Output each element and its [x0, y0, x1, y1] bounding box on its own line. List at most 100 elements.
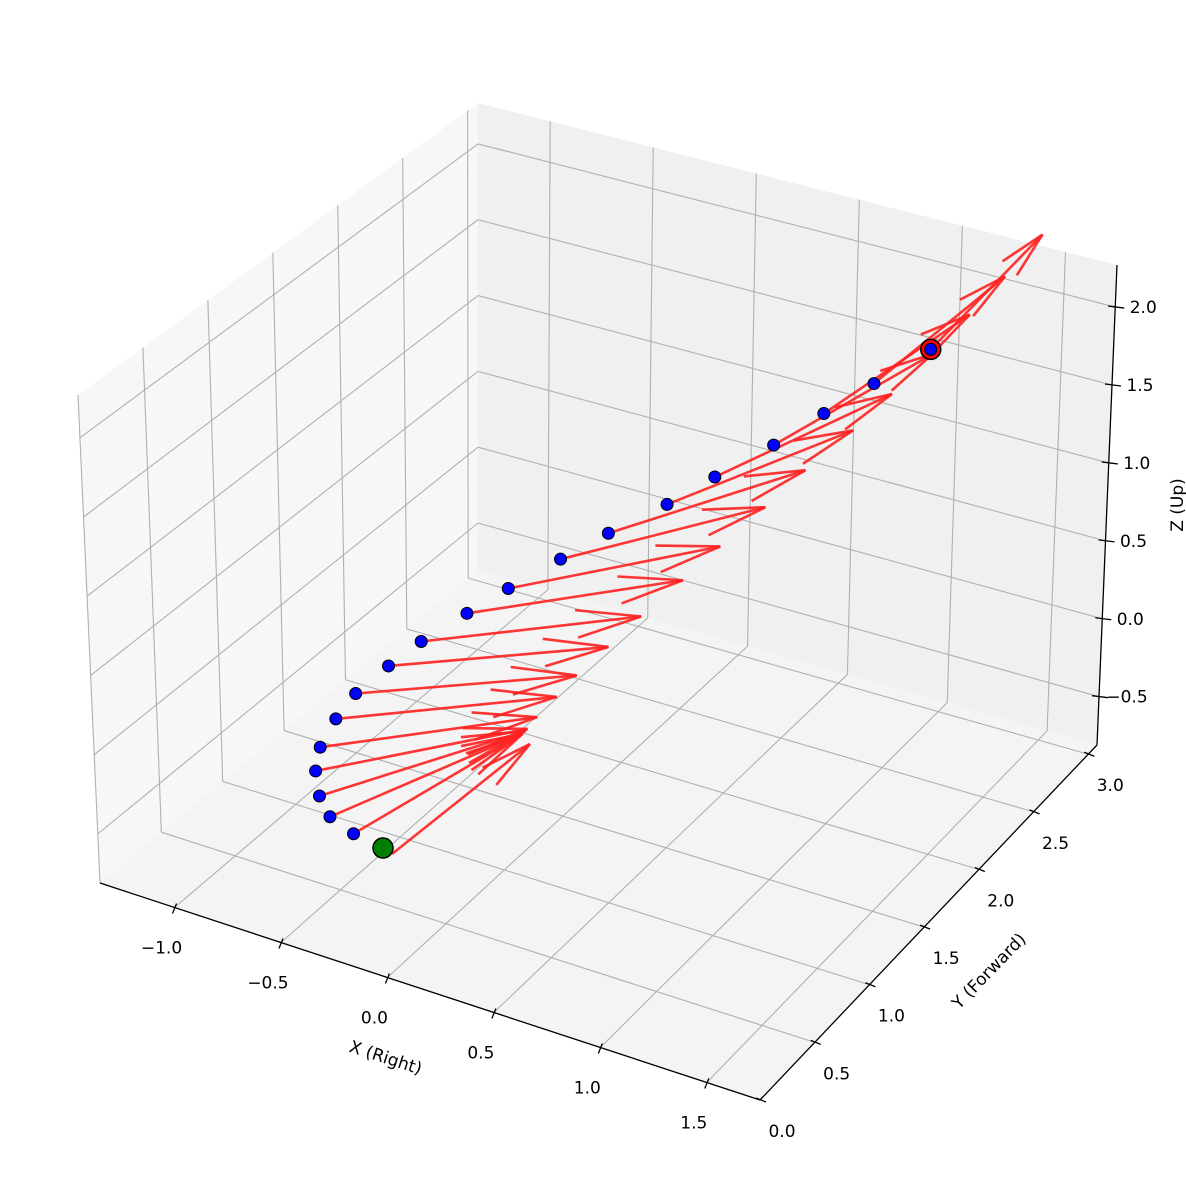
x-tick	[384, 973, 391, 984]
arrow-shaft	[355, 674, 577, 695]
y-grid-line	[142, 347, 162, 833]
arrow-head	[834, 392, 893, 431]
x-tick-label: 1.5	[680, 1114, 707, 1134]
y-tick	[865, 982, 876, 988]
grid-lines	[77, 110, 1116, 1101]
arrow-head	[471, 711, 538, 741]
z-grid-line	[477, 295, 1109, 464]
y-tick-label: 3.0	[1097, 776, 1124, 796]
y-grid-line	[345, 679, 979, 871]
x-grid-line	[846, 199, 860, 675]
arrow-shaft	[560, 505, 766, 561]
z-tick	[1101, 461, 1118, 465]
trajectory-point	[309, 764, 323, 778]
z-tick	[1098, 539, 1115, 543]
z-grid-line	[477, 522, 1100, 698]
trajectory-point	[313, 740, 327, 754]
z-grid-line	[477, 446, 1103, 620]
x-grid-line	[280, 617, 649, 943]
trajectory-point	[381, 659, 395, 673]
y-axis-label: Y (Forward)	[948, 930, 1031, 1015]
x-tick-label: −1.0	[141, 939, 182, 959]
z-tick-label: 0.5	[1120, 532, 1147, 552]
x-grid-line	[647, 147, 654, 618]
arrow-head	[542, 637, 609, 668]
y-tick	[755, 1097, 767, 1103]
z-tick	[1091, 695, 1109, 699]
arrow-shaft	[714, 392, 893, 479]
floor-pane	[100, 570, 1097, 1100]
arrow-head	[1001, 233, 1044, 276]
orientation-arrows	[315, 233, 1044, 856]
y-tick-label: 2.5	[1042, 834, 1069, 854]
trajectory-point	[323, 810, 337, 824]
z-axis-label: Z (Up)	[1168, 478, 1186, 532]
arrow-shaft	[929, 233, 1044, 351]
x-tick	[491, 1008, 497, 1019]
z-axis-line	[1096, 264, 1118, 746]
arrow-shaft	[466, 578, 684, 615]
arrow-head	[920, 313, 971, 354]
arrow-head	[959, 275, 1006, 317]
x-tick	[171, 903, 178, 914]
x-grid-line	[599, 702, 948, 1048]
arrow-shaft	[319, 729, 526, 798]
x-grid-line	[706, 730, 1048, 1083]
arrow-shaft	[315, 727, 528, 773]
arrow-head	[793, 429, 854, 465]
y-grid-line	[207, 300, 224, 782]
y-grid-line	[406, 628, 1034, 813]
trajectory-point	[501, 581, 515, 595]
arrow-shaft	[388, 645, 609, 668]
x-grid-line	[1046, 251, 1067, 731]
z-tick-label: 2.0	[1130, 298, 1157, 318]
arrow-head	[743, 468, 807, 503]
arrow-shaft	[421, 615, 642, 643]
arrow-head	[490, 688, 558, 719]
arrow-shaft	[329, 732, 524, 818]
x-tick	[597, 1043, 603, 1054]
y-tick	[919, 924, 931, 930]
x-grid-line	[387, 645, 748, 978]
x-axis-line	[99, 882, 761, 1101]
y-grid-line	[77, 394, 101, 884]
z-grid-line	[97, 522, 479, 835]
z-tick-label: 0.0	[1117, 610, 1144, 630]
z-tick	[1108, 305, 1125, 309]
y-tick-label: 2.0	[987, 891, 1014, 911]
x-grid-line	[493, 674, 848, 1013]
trajectory-point	[329, 712, 343, 726]
z-grid-line	[83, 219, 479, 518]
arrow-head	[574, 608, 642, 639]
trajectory-point	[708, 470, 722, 484]
trajectory-point	[660, 497, 674, 511]
y-grid-line	[283, 730, 925, 928]
trajectory-point	[312, 789, 326, 803]
arrow-head	[482, 742, 531, 786]
arrow-head	[617, 575, 684, 605]
trajectory-point	[414, 635, 428, 649]
y-grid-line	[467, 110, 469, 579]
x-tick-label: 0.0	[361, 1009, 388, 1029]
z-grid-line	[477, 219, 1113, 386]
arrow-head	[462, 726, 529, 756]
trajectory-point	[924, 342, 938, 356]
x-tick	[278, 938, 284, 949]
y-grid-line	[468, 577, 1089, 755]
trajectory-point	[601, 526, 615, 540]
trajectory-point	[460, 606, 474, 620]
z-grid-line	[477, 143, 1116, 308]
x-tick	[704, 1078, 710, 1089]
z-grid-line	[90, 370, 479, 676]
z-tick	[1095, 617, 1112, 621]
x-tick-label: 1.0	[574, 1079, 601, 1099]
arrow-head	[510, 665, 578, 696]
y-tick-label: 1.5	[933, 949, 960, 969]
arrow-shaft	[320, 715, 538, 749]
x-tick-label: 0.5	[467, 1044, 494, 1064]
y-axis-line	[759, 744, 1098, 1101]
tick-labels: −1.0 −0.5 0.0 0.5 1.0 1.5 0.0 0.5 1.0 1.5 2.0 2.5 3.…	[141, 298, 1157, 1142]
arrow-head	[655, 544, 721, 574]
trajectory-point	[767, 438, 781, 452]
